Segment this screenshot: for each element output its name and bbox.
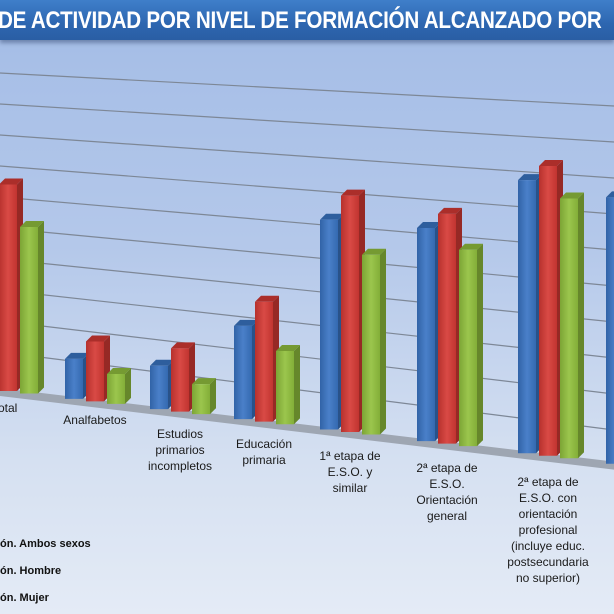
legend-entry: ón. Mujer [0, 592, 49, 604]
bar-top [320, 213, 344, 220]
gridline [0, 289, 614, 359]
bar-0-6 [518, 174, 542, 454]
bar-front [362, 254, 380, 435]
bar-1-3 [255, 295, 279, 422]
bar-side [578, 192, 584, 459]
bar-1-1 [86, 335, 110, 402]
category-label: 2ª etapa de E.S.O. con orientación profe… [507, 475, 589, 585]
bar-front [0, 184, 17, 391]
bar-front [438, 213, 456, 444]
bar-front [518, 180, 536, 454]
gridline [0, 320, 614, 395]
bar-front [65, 358, 83, 399]
bar-1-6 [539, 160, 563, 456]
legend-entry: ón. Ambos sexos [0, 538, 91, 550]
bar-2-5 [459, 243, 483, 447]
gridline [0, 165, 614, 215]
category-label: 1ª etapa de E.S.O. y similar [319, 449, 381, 495]
bar-1-2 [171, 342, 195, 412]
bar-top [255, 295, 279, 302]
bar-front [276, 350, 294, 425]
bar-0-3 [234, 319, 258, 420]
category-label: otal [0, 401, 18, 415]
bar-front [107, 373, 125, 404]
bar-top [192, 378, 216, 385]
bar-2-4 [362, 248, 386, 435]
bar-top [606, 191, 614, 198]
bar-1-0 [0, 178, 23, 391]
bar-top [150, 359, 174, 366]
bar-front [86, 341, 104, 402]
bar-top [171, 342, 195, 349]
bar-side [125, 367, 131, 404]
bar-1-5 [438, 207, 462, 444]
gridline [0, 258, 614, 323]
bar-top [20, 220, 44, 227]
bar-top [86, 335, 110, 342]
bar-side [380, 248, 386, 435]
bar-top [560, 192, 584, 199]
bar-side [210, 378, 216, 415]
bar-top [539, 160, 563, 167]
bar-top [276, 344, 300, 351]
bar-front [459, 249, 477, 447]
bar-front [539, 166, 557, 456]
bar-front [255, 301, 273, 422]
bar-0-5 [417, 222, 441, 442]
bar-front [560, 198, 578, 459]
category-label: Educación primaria [235, 437, 293, 467]
bar-front [150, 365, 168, 410]
bar-1-4 [341, 189, 365, 432]
bar-side [477, 243, 483, 447]
bar-side [294, 344, 300, 425]
bar-front [341, 195, 359, 432]
bar-front [20, 226, 38, 394]
bar-0-2 [150, 359, 174, 410]
bar-top [417, 222, 441, 228]
gridline [0, 72, 614, 107]
bar-top [234, 319, 258, 326]
category-label: 2ª etapa de E.S.O. Orientación general [416, 461, 478, 523]
gridline [0, 134, 614, 179]
bar-top [518, 174, 542, 181]
bar-front [320, 219, 338, 430]
bar-front [171, 348, 189, 412]
bar-0-7 [606, 191, 614, 464]
bar-top [459, 243, 483, 250]
bar-2-0 [20, 220, 44, 394]
bar-top [0, 178, 23, 185]
bar-side [38, 220, 44, 394]
chart-title: DE ACTIVIDAD POR NIVEL DE FORMACIÓN ALCA… [0, 7, 602, 34]
gridline [0, 103, 614, 143]
category-label: Estudios primarios incompletos [147, 427, 213, 473]
category-label: E [581, 484, 614, 500]
bar-top [65, 352, 89, 359]
bar-2-2 [192, 378, 216, 415]
bar-2-1 [107, 367, 131, 404]
bar-0-4 [320, 213, 344, 430]
title-banner: DE ACTIVIDAD POR NIVEL DE FORMACIÓN ALCA… [0, 0, 614, 40]
bar-front [417, 228, 435, 442]
bar-top [438, 207, 462, 214]
bar-2-6 [560, 192, 584, 459]
category-label: Analfabetos [63, 413, 127, 427]
legend-entry: ón. Hombre [0, 565, 62, 577]
gridline [0, 196, 614, 251]
gridline [0, 227, 614, 287]
bar-top [362, 248, 386, 255]
bar-top [107, 367, 131, 374]
bar-front [192, 384, 210, 415]
bar-0-1 [65, 352, 89, 399]
bar-top [341, 189, 365, 196]
bar-front [606, 197, 614, 464]
bar-2-3 [276, 344, 300, 425]
bar-front [234, 325, 252, 420]
